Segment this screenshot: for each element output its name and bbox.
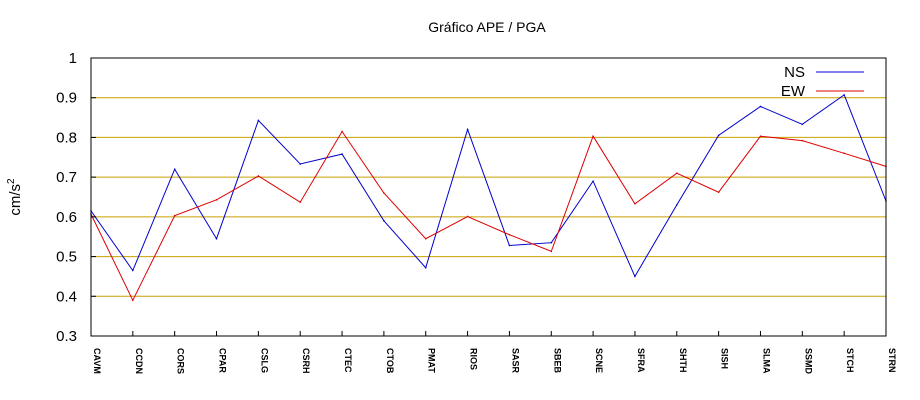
data-point-ew bbox=[634, 202, 636, 205]
y-tick-label: 0.9 bbox=[56, 90, 77, 107]
data-point-ns bbox=[215, 237, 218, 240]
data-point-ns bbox=[634, 275, 636, 278]
x-tick-label: CSLG bbox=[259, 348, 269, 373]
x-tick-label: SBEB bbox=[552, 348, 562, 374]
data-point-ew bbox=[801, 139, 804, 142]
x-axis-ticks: CAVM CCDN CORS CPAR CSLG CSRH CTEC CTOB PMAT RIOS… bbox=[90, 331, 897, 375]
data-point-ns bbox=[508, 244, 511, 247]
x-tick-label: CTEC bbox=[343, 348, 353, 373]
data-point-ns bbox=[173, 168, 176, 170]
data-point-ew bbox=[299, 201, 302, 203]
grid-lines bbox=[91, 97, 886, 297]
x-tick-label: CPAR bbox=[218, 348, 228, 373]
data-point-ns bbox=[424, 266, 427, 269]
data-point-ew bbox=[759, 135, 762, 138]
data-point-ew bbox=[508, 233, 511, 236]
x-tick-label: CAVM bbox=[92, 348, 102, 374]
x-tick-label: SSMD bbox=[803, 348, 813, 375]
y-tick-label: 0.4 bbox=[56, 288, 77, 305]
y-tick-label: 0.3 bbox=[56, 328, 77, 345]
chart-title: Gráfico APE / PGA bbox=[428, 19, 546, 35]
data-point-ew bbox=[592, 135, 594, 138]
legend: NS EW bbox=[781, 64, 864, 100]
legend-label-ns: NS bbox=[784, 64, 805, 81]
data-point-ew bbox=[257, 175, 260, 177]
data-point-ew bbox=[215, 198, 218, 201]
data-point-ew bbox=[675, 172, 678, 174]
data-point-ew bbox=[173, 214, 176, 217]
y-tick-label: 0.5 bbox=[56, 249, 77, 266]
data-point-ew bbox=[341, 130, 343, 133]
data-point-ns bbox=[341, 153, 343, 155]
data-point-ns bbox=[383, 220, 385, 222]
data-point-ns bbox=[132, 269, 134, 272]
data-point-ns bbox=[466, 128, 469, 131]
data-point-ew bbox=[717, 191, 720, 194]
series-line-ns bbox=[90, 94, 887, 278]
data-point-ew bbox=[550, 250, 553, 253]
data-point-ns bbox=[675, 204, 678, 206]
y-axis-ticks: 0.3 0.4 0.5 0.6 0.7 0.8 0.9 1 bbox=[56, 50, 96, 345]
x-tick-label: CORS bbox=[176, 348, 186, 374]
series-line-ew bbox=[90, 130, 887, 302]
svg-text:cm/s2: cm/s2 bbox=[6, 178, 24, 216]
x-tick-label: CCDN bbox=[134, 348, 144, 374]
data-point-ns bbox=[717, 134, 720, 137]
series-lines bbox=[90, 94, 887, 302]
x-tick-label: CSRH bbox=[301, 348, 311, 374]
data-point-ns bbox=[843, 94, 845, 96]
data-point-ns bbox=[257, 119, 260, 122]
x-tick-label: SLMA bbox=[761, 348, 771, 374]
y-axis-label: cm/s2 bbox=[6, 178, 24, 216]
x-tick-label: SISH bbox=[720, 348, 730, 369]
data-point-ns bbox=[801, 123, 804, 126]
y-tick-label: 0.7 bbox=[56, 169, 77, 186]
x-tick-label: PMAT bbox=[427, 348, 437, 373]
data-point-ew bbox=[843, 152, 845, 155]
x-tick-label: SCNE bbox=[594, 348, 604, 373]
data-point-ns bbox=[299, 163, 302, 165]
x-tick-label: STRN bbox=[887, 348, 897, 373]
x-tick-label: SHTH bbox=[678, 348, 688, 373]
data-point-ew bbox=[132, 299, 134, 302]
x-tick-label: STCH bbox=[845, 348, 855, 373]
data-point-ns bbox=[592, 180, 594, 182]
x-tick-label: SASR bbox=[510, 348, 520, 374]
data-point-ns bbox=[759, 105, 762, 108]
y-tick-label: 1 bbox=[69, 50, 77, 67]
data-point-ns bbox=[550, 241, 553, 244]
legend-label-ew: EW bbox=[781, 83, 806, 100]
y-axis-label-superscript: 2 bbox=[6, 178, 17, 184]
y-tick-label: 0.6 bbox=[56, 209, 77, 226]
x-tick-label: CTOB bbox=[385, 348, 395, 374]
data-point-ew bbox=[383, 192, 385, 194]
y-axis-label-text: cm/s bbox=[7, 184, 24, 216]
x-tick-label: RIOS bbox=[469, 348, 479, 370]
plot-area-frame bbox=[90, 57, 887, 337]
data-point-ew bbox=[466, 215, 469, 218]
y-tick-label: 0.8 bbox=[56, 129, 77, 146]
x-tick-label: SFRA bbox=[636, 348, 646, 373]
data-point-ew bbox=[424, 237, 427, 240]
